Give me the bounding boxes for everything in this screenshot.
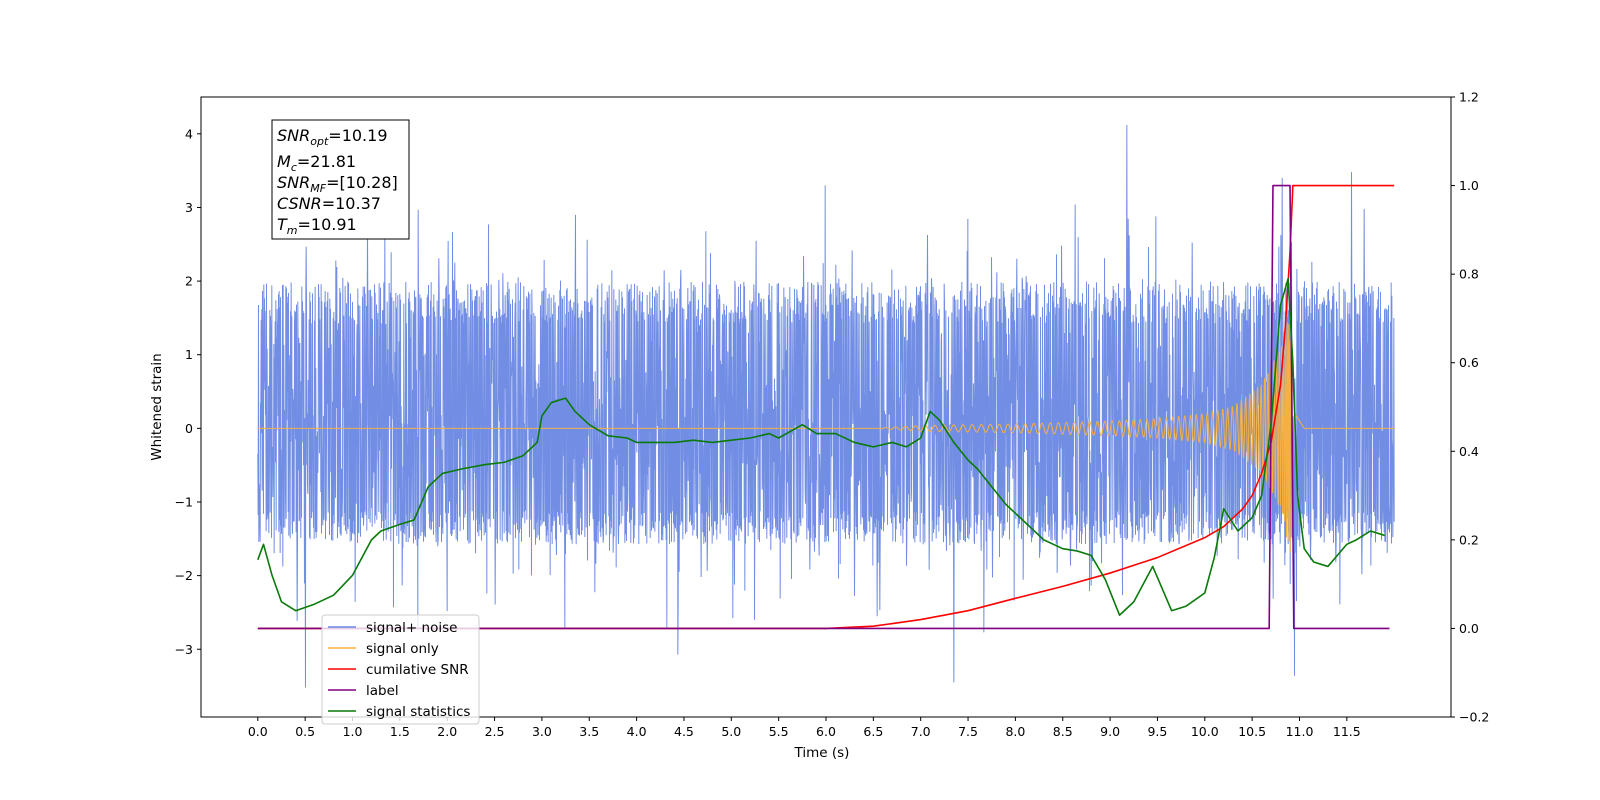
info-line-csnr: CSNR=10.37 [277,194,381,213]
legend-frame [321,614,480,725]
x-tick-label: 8.0 [1005,724,1025,739]
y2-tick-label: 0.0 [1459,621,1479,636]
x-tick-label: 0.5 [295,724,315,739]
y-tick-label: 2 [185,274,193,289]
y2-tick-label: 0.4 [1459,444,1479,459]
y-tick-label: −2 [175,568,193,583]
info-line-merger-time: Tm=10.91 [277,215,357,237]
x-tick-label: 5.0 [721,724,741,739]
y2-tick-label: 1.0 [1459,178,1479,193]
x-tick-label: 1.0 [343,724,363,739]
noise-series [257,124,1395,688]
x-axis-label: Time (s) [794,745,850,761]
x-tick-label: 10.5 [1238,724,1266,739]
legend-label-cumulative-snr: cumilative SNR [366,662,469,678]
x-tick-label: 3.0 [532,724,552,739]
x-tick-label: 3.5 [579,724,599,739]
y2-tick-label: 0.6 [1459,355,1479,370]
y-tick-label: −1 [175,494,193,509]
x-tick-label: 7.5 [958,724,978,739]
y2-tick-label: 0.8 [1459,267,1479,282]
x-tick-label: 0.0 [248,724,268,739]
x-tick-label: 6.5 [863,724,883,739]
series-label [257,184,1390,630]
x-tick-label: 4.0 [627,724,647,739]
x-tick-label: 2.0 [437,724,457,739]
x-tick-label: 4.5 [674,724,694,739]
legend-label-label: label [366,683,399,699]
x-tick-label: 9.5 [1147,724,1167,739]
info-box: SNRopt=10.19 Mc=21.81 SNRMF=[10.28] CSNR… [271,119,410,240]
y-tick-label: 0 [185,421,193,436]
legend-item-cumulative-snr: cumilative SNR [328,662,469,678]
x-tick-label: 9.0 [1100,724,1120,739]
legend-item-signal-only: signal only [328,641,439,657]
y2-axis-ticks: −0.2 0.0 0.2 0.4 0.6 0.8 1.0 1.2 [1451,90,1489,725]
series-cumilative-snr [257,184,1395,630]
x-tick-label: 11.5 [1333,724,1361,739]
y2-tick-label: 1.2 [1459,90,1479,105]
series-signal-only [257,322,1395,553]
noise-trace [257,124,1395,688]
info-box-frame [271,119,410,240]
info-line-snr-opt: SNRopt=10.19 [277,126,388,148]
info-line-snr-mf: SNRMF=[10.28] [277,173,398,195]
x-tick-label: 8.5 [1053,724,1073,739]
x-tick-label: 5.5 [769,724,789,739]
y2-tick-label: −0.2 [1459,710,1489,725]
x-tick-label: 2.5 [485,724,505,739]
legend: signal+ noise signal only cumilative SNR… [321,614,480,725]
line-series [257,184,1395,630]
y2-tick-label: 0.2 [1459,532,1479,547]
x-tick-label: 11.0 [1286,724,1314,739]
x-tick-label: 10.0 [1191,724,1219,739]
legend-item-signal-noise: signal+ noise [328,620,457,636]
legend-label-signal-noise: signal+ noise [366,620,457,636]
y-tick-label: 1 [185,347,193,362]
y-axis-ticks: −3 −2 −1 0 1 2 3 4 [175,126,201,657]
legend-item-signal-statistics: signal statistics [328,704,470,720]
info-line-chirp-mass: Mc=21.81 [277,152,356,174]
x-axis-ticks: 0.0 0.5 1.0 1.5 2.0 2.5 3.0 3.5 4.0 4.5 5.0 5.5 6.0 6… [248,717,1361,739]
y-axis-label: Whitened strain [149,353,165,460]
x-tick-label: 6.0 [816,724,836,739]
series-signal-statistics [257,277,1385,616]
legend-label-signal-statistics: signal statistics [366,704,470,720]
x-tick-label: 1.5 [390,724,410,739]
y-tick-label: 3 [185,200,193,215]
y-tick-label: −3 [175,642,193,657]
legend-item-label: label [328,683,399,699]
legend-label-signal-only: signal only [366,641,439,657]
x-tick-label: 7.0 [911,724,931,739]
y-tick-label: 4 [185,126,193,141]
